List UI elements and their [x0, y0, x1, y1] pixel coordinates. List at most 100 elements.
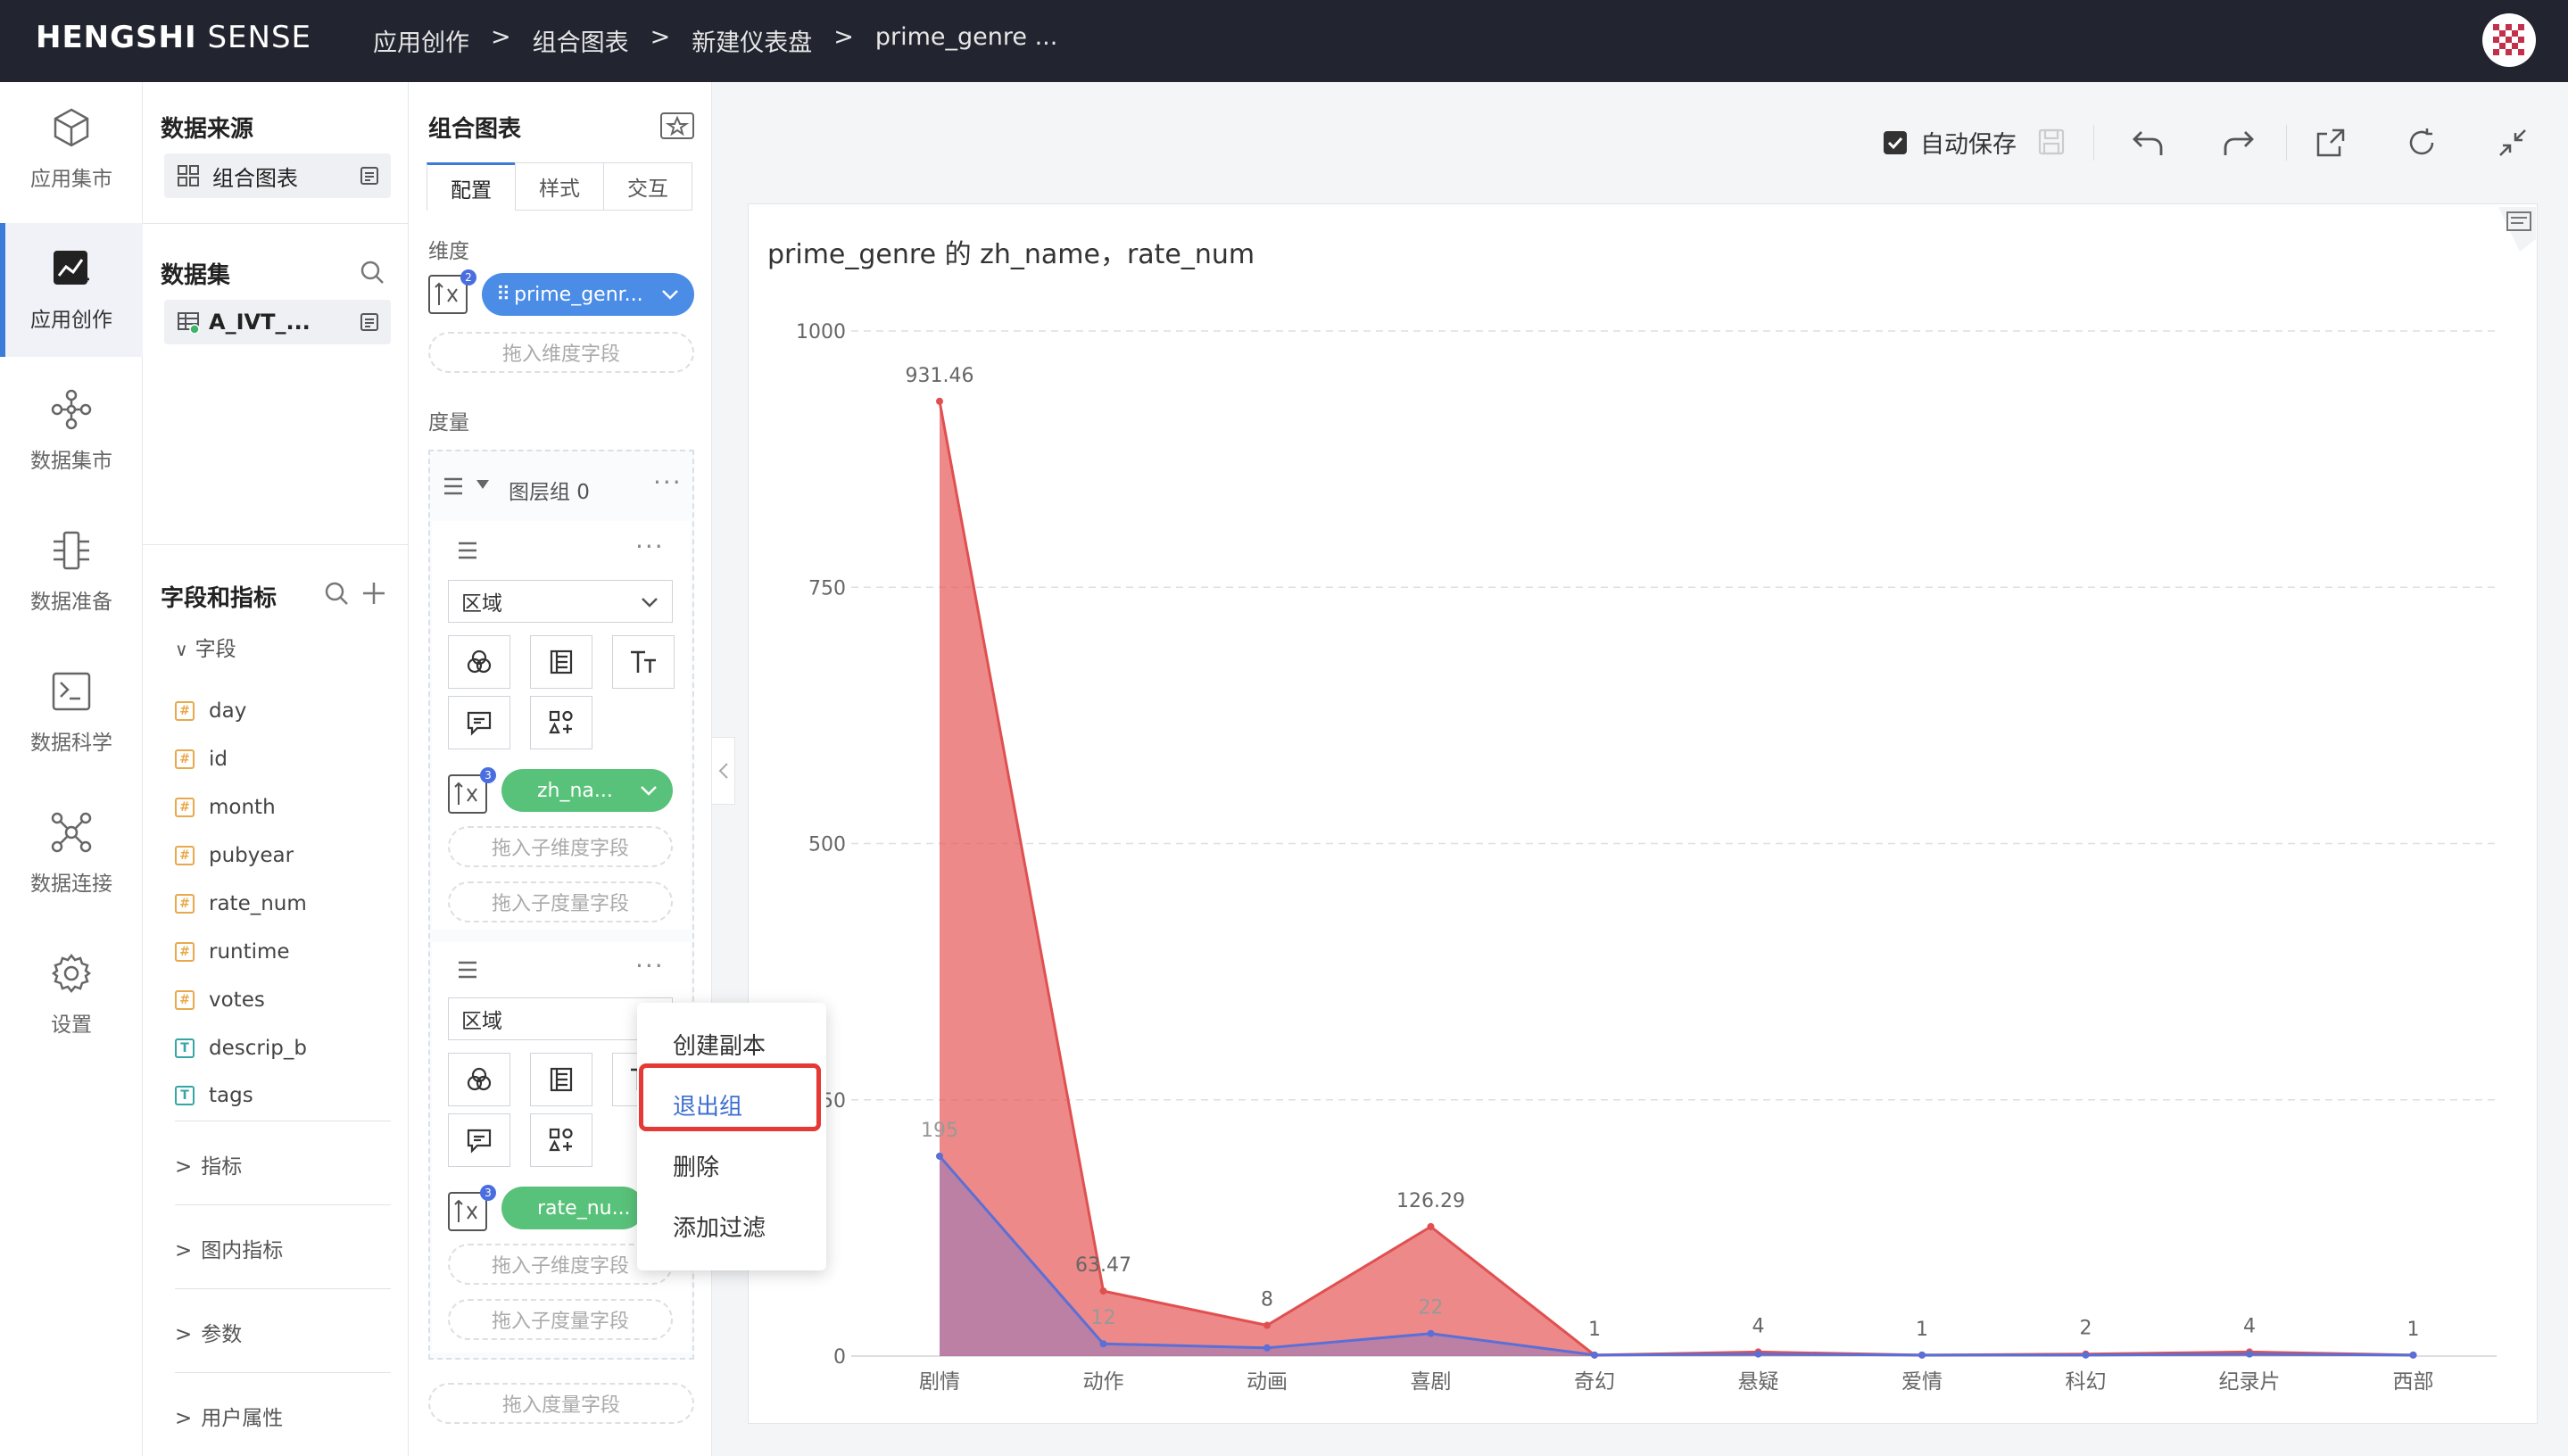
field-item[interactable]: # day	[175, 699, 246, 723]
share-icon[interactable]	[2315, 127, 2347, 159]
sub-measure-drop-zone[interactable]: 拖入子度量字段	[448, 1299, 673, 1340]
size-button[interactable]	[530, 635, 592, 689]
sort-icon[interactable]	[428, 275, 468, 314]
layer-2-measure-pill[interactable]: rate_nu...	[501, 1187, 644, 1229]
breadcrumb-item[interactable]: 新建仪表盘	[692, 29, 813, 57]
nav-item-data-connect[interactable]: 数据连接	[0, 787, 143, 921]
datasource-item[interactable]: 组合图表	[164, 153, 391, 198]
nav-item-data-market[interactable]: 数据集市	[0, 364, 143, 498]
more-icon[interactable]: ···	[635, 951, 665, 980]
dimension-drop-zone[interactable]: 拖入维度字段	[428, 332, 694, 373]
note-corner-icon[interactable]	[2495, 205, 2538, 252]
tab-config[interactable]: 配置	[427, 162, 516, 211]
measure-drop-zone[interactable]: 拖入度量字段	[428, 1383, 694, 1424]
nav-item-data-science[interactable]: 数据科学	[0, 646, 143, 780]
tooltip-button[interactable]	[448, 696, 510, 749]
nav-item-app-create[interactable]: 应用创作	[0, 223, 143, 357]
breadcrumb-separator: >	[491, 23, 511, 51]
dataset-item[interactable]: A_IVT_...	[164, 300, 391, 344]
sub-dimension-drop-zone[interactable]: 拖入子维度字段	[448, 826, 673, 867]
sort-icon[interactable]	[448, 774, 487, 814]
more-icon[interactable]: ···	[635, 532, 665, 561]
chart-edit-icon	[54, 251, 89, 285]
field-item[interactable]: # rate_num	[175, 892, 307, 915]
menu-icon[interactable]	[457, 960, 478, 980]
chevron-down-icon[interactable]	[639, 782, 659, 799]
menu-icon[interactable]	[457, 541, 478, 560]
field-item[interactable]: # runtime	[175, 940, 290, 964]
avatar[interactable]	[2482, 13, 2536, 67]
save-icon[interactable]	[2038, 128, 2065, 155]
field-item[interactable]: # month	[175, 796, 276, 819]
data-label: 931.46	[906, 365, 974, 387]
drag-handle-icon[interactable]: ⠿	[496, 283, 510, 306]
nav-item-settings[interactable]: 设置	[0, 928, 143, 1062]
sub-measure-drop-zone[interactable]: 拖入子度量字段	[448, 881, 673, 922]
field-item[interactable]: # id	[175, 748, 228, 771]
dimension-pill[interactable]: ⠿ prime_genr...	[482, 273, 694, 316]
data-label: 4	[2243, 1315, 2256, 1337]
size-icon	[550, 649, 573, 674]
nav-item-data-prep[interactable]: 数据准备	[0, 505, 143, 639]
copy-icon[interactable]	[359, 165, 380, 186]
collapse-panel-button[interactable]	[712, 737, 735, 805]
color-button[interactable]	[448, 635, 510, 689]
add-icon[interactable]	[360, 580, 387, 607]
fields-group-toggle[interactable]: ∨ 字段	[175, 638, 236, 661]
menu-item-add-filter[interactable]: 添加过滤	[673, 1215, 766, 1242]
fields-group-chart-metrics[interactable]: > 图内指标	[175, 1239, 284, 1262]
logo[interactable]: HENGSHI SENSE	[36, 20, 312, 55]
data-label: 22	[1419, 1297, 1444, 1320]
divider	[175, 1288, 391, 1289]
fields-group-params[interactable]: > 参数	[175, 1323, 243, 1346]
fields-group-metrics[interactable]: > 指标	[175, 1155, 243, 1179]
number-type-icon: #	[175, 798, 195, 817]
shapes-icon	[549, 710, 573, 734]
nav-item-app-market[interactable]: 应用集市	[0, 82, 143, 216]
layer-1-measure-pill[interactable]: zh_na...	[501, 769, 673, 812]
shape-button[interactable]	[530, 1113, 592, 1167]
chevron-down-icon[interactable]	[660, 285, 680, 303]
tooltip-button[interactable]	[448, 1113, 510, 1167]
search-icon[interactable]	[323, 580, 350, 607]
layer-2-type-select[interactable]: 区域	[448, 997, 673, 1040]
layer-1-type-select[interactable]: 区域	[448, 580, 673, 623]
menu-item-delete[interactable]: 删除	[673, 1154, 720, 1181]
menu-item-duplicate[interactable]: 创建副本	[673, 1033, 766, 1060]
refresh-icon[interactable]	[2406, 127, 2438, 159]
fields-group-user-attrs[interactable]: > 用户属性	[175, 1407, 284, 1430]
redo-icon[interactable]	[2222, 128, 2256, 157]
search-icon[interactable]	[359, 259, 385, 285]
series-1-line	[938, 401, 2414, 1357]
menu-item-exit-group[interactable]: 退出组	[673, 1094, 743, 1121]
cube-icon	[54, 108, 89, 147]
data-label: 1	[1588, 1319, 1601, 1341]
top-bar: HENGSHI SENSE 应用创作 > 组合图表 > 新建仪表盘 > prim…	[0, 0, 2568, 82]
shape-button[interactable]	[530, 696, 592, 749]
series-2-point	[1918, 1351, 1926, 1359]
caret-down-icon[interactable]	[475, 478, 491, 491]
checkbox-checked-icon[interactable]	[1883, 130, 1908, 155]
divider	[2093, 125, 2094, 161]
color-button[interactable]	[448, 1053, 510, 1106]
tab-interaction[interactable]: 交互	[603, 162, 692, 211]
exit-fullscreen-icon[interactable]	[2497, 127, 2529, 159]
copy-icon[interactable]	[359, 311, 380, 333]
menu-icon[interactable]	[443, 476, 464, 496]
field-item[interactable]: # votes	[175, 989, 265, 1012]
breadcrumb-item[interactable]: 组合图表	[532, 29, 629, 57]
tab-style[interactable]: 样式	[515, 162, 604, 211]
undo-icon[interactable]	[2131, 128, 2165, 157]
autosave-label[interactable]: 自动保存	[1920, 131, 2017, 159]
star-icon[interactable]	[660, 112, 694, 139]
field-item[interactable]: # pubyear	[175, 844, 294, 867]
size-button[interactable]	[530, 1053, 592, 1106]
label-button[interactable]	[612, 635, 675, 689]
more-icon[interactable]: ···	[653, 467, 683, 497]
sub-dimension-drop-zone[interactable]: 拖入子维度字段	[448, 1244, 673, 1285]
sort-icon[interactable]	[448, 1192, 487, 1231]
breadcrumb-item[interactable]: 应用创作	[373, 29, 469, 57]
